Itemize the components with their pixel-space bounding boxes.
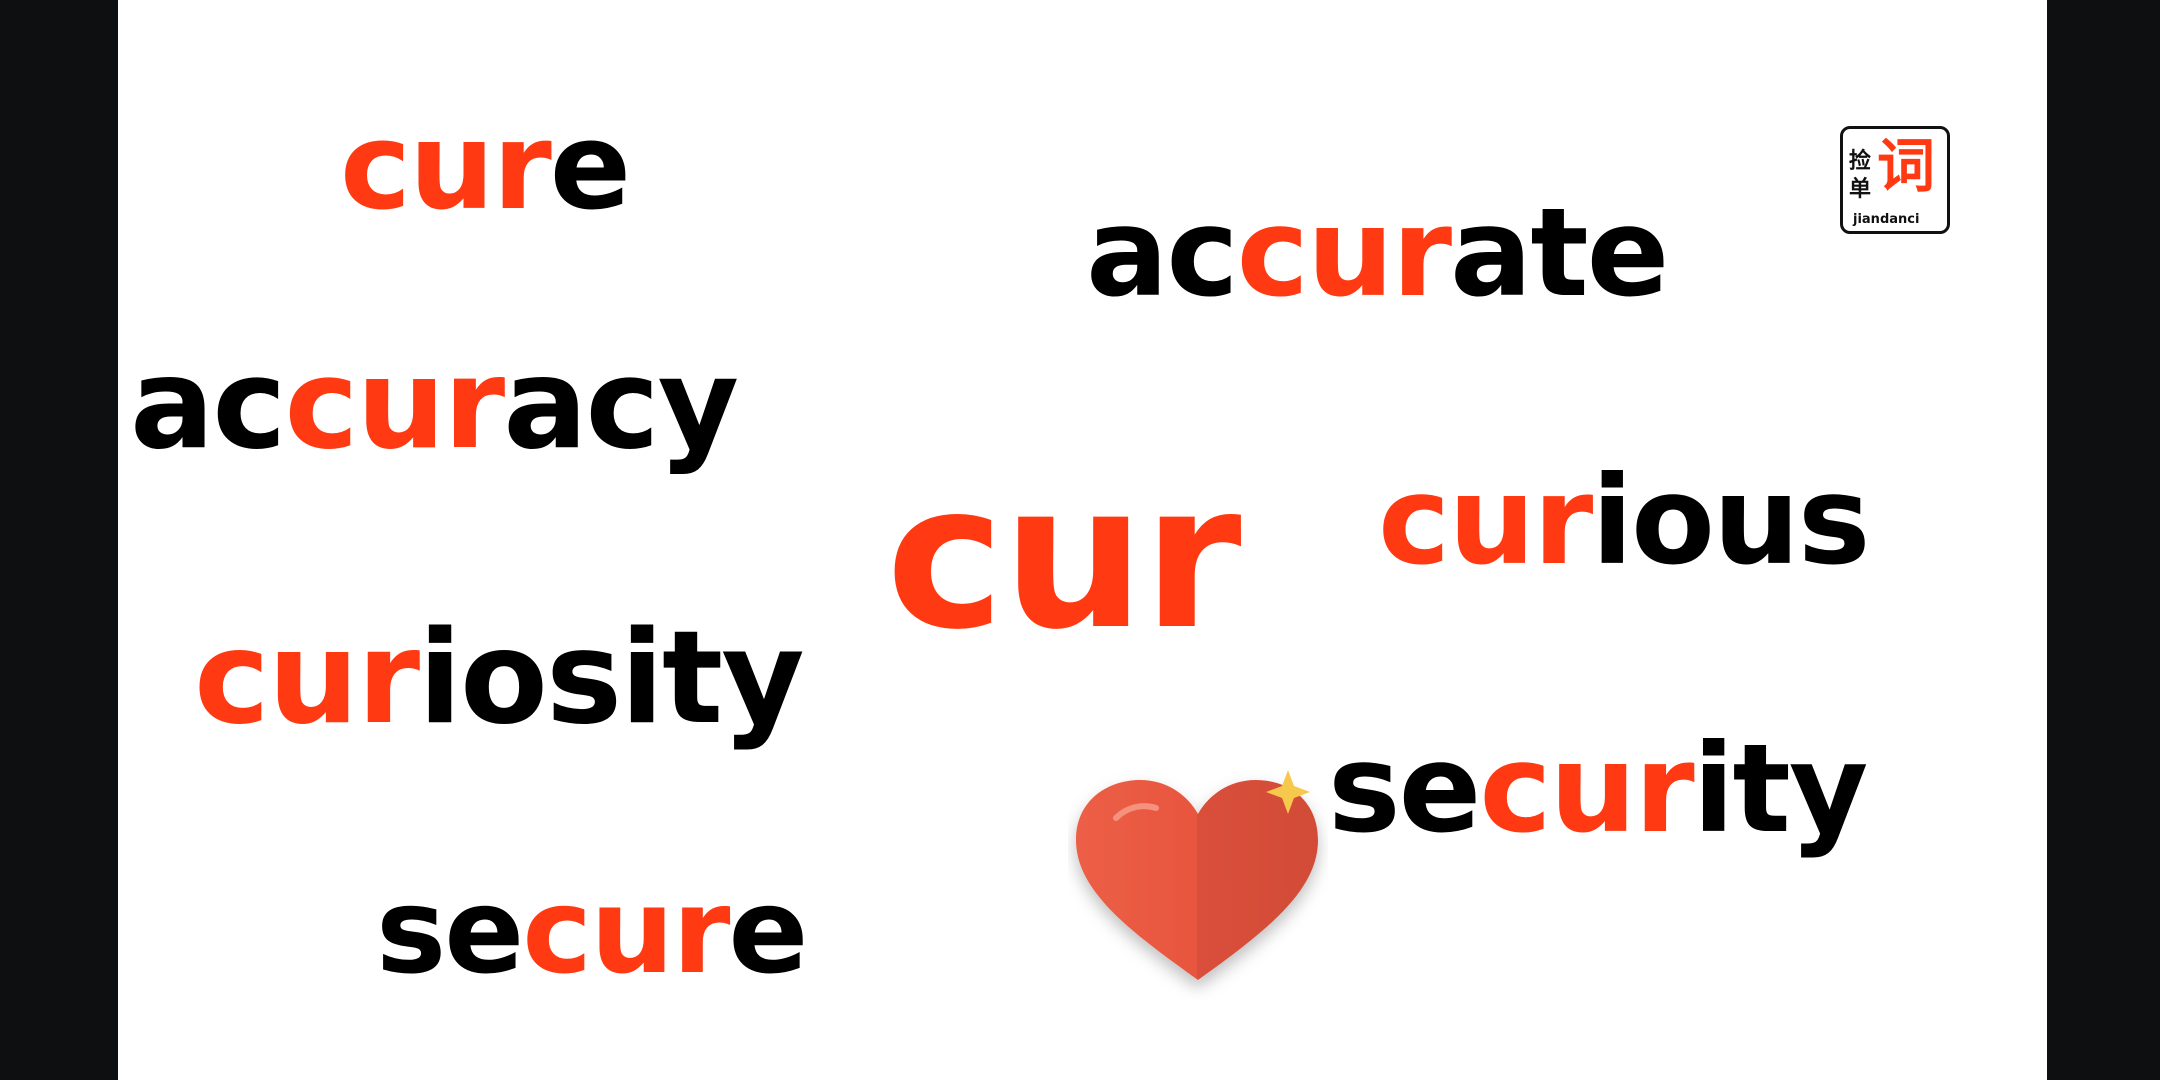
word-security-root: cur: [1479, 718, 1694, 860]
word-curious-suffix: ious: [1591, 450, 1870, 592]
heart-icon: [1076, 770, 1318, 980]
word-accurate-root: cur: [1236, 182, 1452, 324]
logo-char-2: 单: [1849, 177, 1872, 202]
logo-pinyin: jiandanci: [1853, 212, 1920, 227]
word-accuracy-prefix: ac: [130, 332, 286, 477]
word-secure-prefix: se: [376, 862, 524, 1000]
word-curiosity: curiosity: [194, 615, 805, 743]
word-security: security: [1328, 728, 1868, 850]
word-secure: secure: [376, 872, 808, 990]
word-curiosity-suffix: iosity: [418, 604, 804, 753]
word-accurate-prefix: ac: [1086, 182, 1239, 324]
word-cure: cure: [340, 108, 631, 228]
word-accuracy: accuracy: [130, 342, 739, 467]
word-accurate: accurate: [1086, 192, 1669, 314]
word-curious-root: cur: [1378, 450, 1593, 592]
word-cure-suffix: e: [549, 98, 631, 237]
logo-char-1: 捡: [1849, 149, 1872, 174]
word-cure-root: cur: [340, 98, 552, 237]
root-cur-text: cur: [886, 441, 1242, 674]
word-security-suffix: ity: [1692, 718, 1869, 860]
logo-char-3: 词: [1877, 132, 1936, 200]
word-accuracy-root: cur: [284, 332, 505, 477]
sparkle-icon: [1266, 770, 1310, 814]
jiandanci-logo: 捡 单 词 jiandanci: [1840, 126, 1950, 234]
word-secure-suffix: e: [728, 862, 808, 1000]
slide: cure accurate accuracy cur curious curio…: [118, 0, 2047, 1080]
word-curiosity-root: cur: [194, 604, 420, 753]
word-accuracy-suffix: acy: [503, 332, 739, 477]
word-curious: curious: [1378, 460, 1870, 582]
word-secure-root: cur: [522, 862, 730, 1000]
word-security-prefix: se: [1328, 718, 1481, 860]
root-cur: cur: [886, 458, 1242, 658]
word-accurate-suffix: ate: [1450, 182, 1669, 324]
